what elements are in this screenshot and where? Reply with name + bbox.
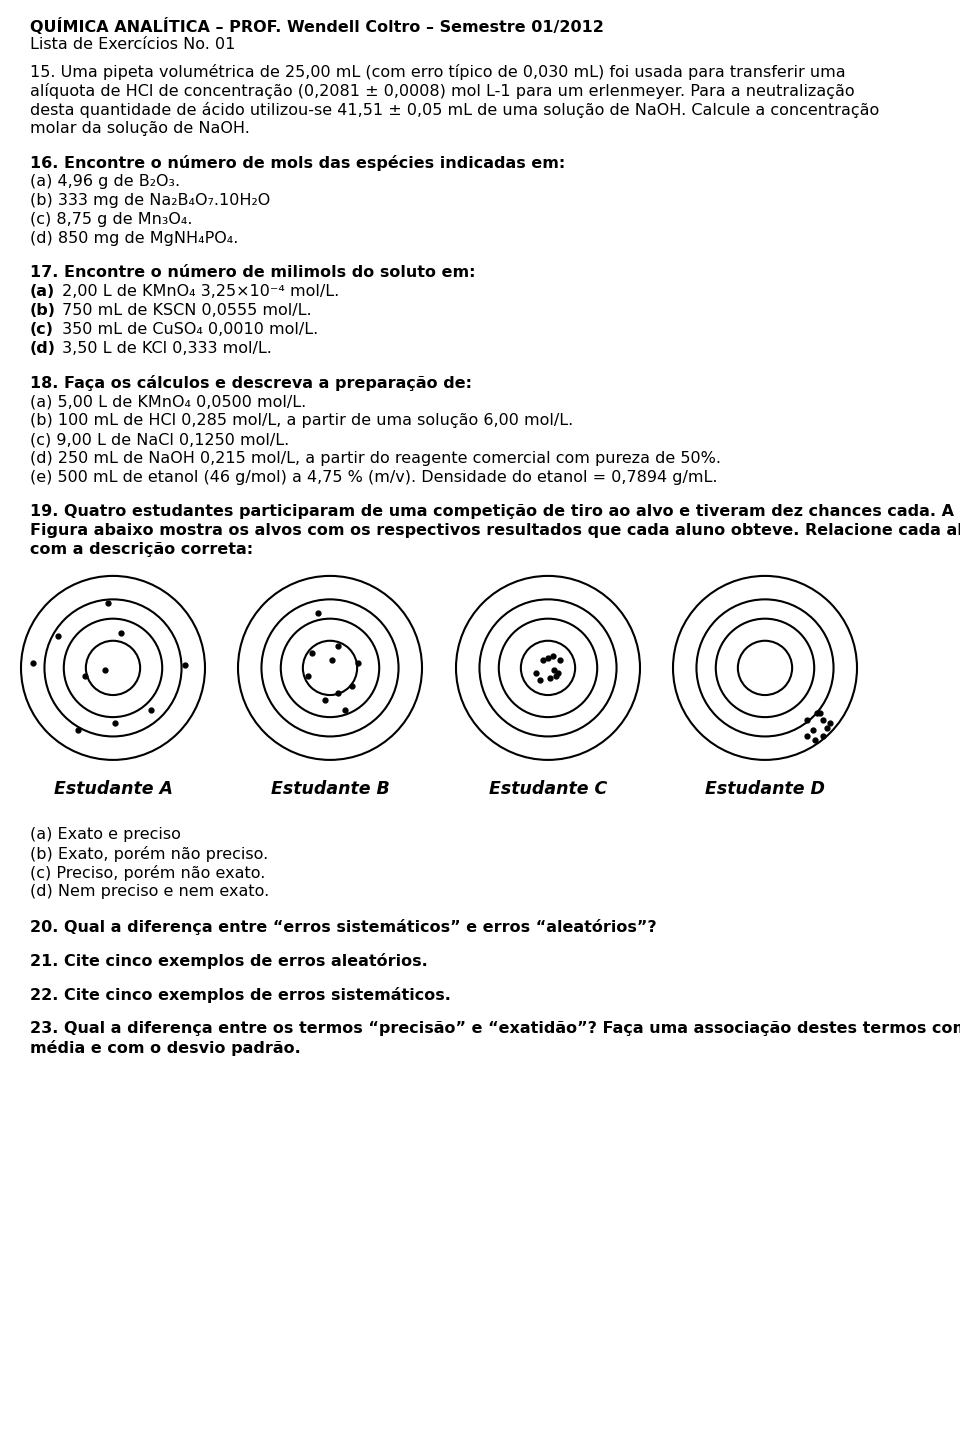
- Text: 21. Cite cinco exemplos de erros aleatórios.: 21. Cite cinco exemplos de erros aleatór…: [30, 953, 428, 969]
- Text: 22. Cite cinco exemplos de erros sistemáticos.: 22. Cite cinco exemplos de erros sistemá…: [30, 988, 451, 1004]
- Text: 17. Encontre o número de milimols do soluto em:: 17. Encontre o número de milimols do sol…: [30, 266, 475, 280]
- Text: 18. Faça os cálculos e descreva a preparação de:: 18. Faça os cálculos e descreva a prepar…: [30, 375, 472, 391]
- Text: com a descrição correta:: com a descrição correta:: [30, 543, 253, 557]
- Text: (a) 5,00 L de KMnO₄ 0,0500 mol/L.: (a) 5,00 L de KMnO₄ 0,0500 mol/L.: [30, 394, 306, 409]
- Text: 16. Encontre o número de mols das espécies indicadas em:: 16. Encontre o número de mols das espéci…: [30, 155, 565, 170]
- Text: (b) Exato, porém não preciso.: (b) Exato, porém não preciso.: [30, 846, 268, 862]
- Text: Figura abaixo mostra os alvos com os respectivos resultados que cada aluno obtev: Figura abaixo mostra os alvos com os res…: [30, 523, 960, 539]
- Text: (c) 8,75 g de Mn₃O₄.: (c) 8,75 g de Mn₃O₄.: [30, 212, 193, 227]
- Text: (c) 9,00 L de NaCl 0,1250 mol/L.: (c) 9,00 L de NaCl 0,1250 mol/L.: [30, 432, 289, 448]
- Text: (b) 333 mg de Na₂B₄O₇.10H₂O: (b) 333 mg de Na₂B₄O₇.10H₂O: [30, 193, 271, 208]
- Text: Estudante A: Estudante A: [54, 780, 173, 799]
- Text: 3,50 L de KCl 0,333 mol/L.: 3,50 L de KCl 0,333 mol/L.: [57, 341, 272, 357]
- Text: alíquota de HCl de concentração (0,2081 ± 0,0008) mol L-1 para um erlenmeyer. Pa: alíquota de HCl de concentração (0,2081 …: [30, 82, 854, 98]
- Text: (d) 850 mg de MgNH₄PO₄.: (d) 850 mg de MgNH₄PO₄.: [30, 231, 238, 245]
- Text: (c) Preciso, porém não exato.: (c) Preciso, porém não exato.: [30, 865, 265, 881]
- Text: 15. Uma pipeta volumétrica de 25,00 mL (com erro típico de 0,030 mL) foi usada p: 15. Uma pipeta volumétrica de 25,00 mL (…: [30, 64, 846, 79]
- Text: (a) 4,96 g de B₂O₃.: (a) 4,96 g de B₂O₃.: [30, 173, 180, 189]
- Text: (d) 250 mL de NaOH 0,215 mol/L, a partir do reagente comercial com pureza de 50%: (d) 250 mL de NaOH 0,215 mol/L, a partir…: [30, 451, 721, 466]
- Text: 20. Qual a diferença entre “erros sistemáticos” e erros “aleatórios”?: 20. Qual a diferença entre “erros sistem…: [30, 918, 657, 934]
- Text: molar da solução de NaOH.: molar da solução de NaOH.: [30, 121, 250, 136]
- Text: Lista de Exercícios No. 01: Lista de Exercícios No. 01: [30, 38, 235, 52]
- Text: 2,00 L de KMnO₄ 3,25×10⁻⁴ mol/L.: 2,00 L de KMnO₄ 3,25×10⁻⁴ mol/L.: [57, 284, 339, 299]
- Text: 350 mL de CuSO₄ 0,0010 mol/L.: 350 mL de CuSO₄ 0,0010 mol/L.: [57, 322, 319, 336]
- Text: média e com o desvio padrão.: média e com o desvio padrão.: [30, 1040, 300, 1056]
- Text: 750 mL de KSCN 0,0555 mol/L.: 750 mL de KSCN 0,0555 mol/L.: [57, 303, 312, 318]
- Text: Estudante D: Estudante D: [705, 780, 825, 799]
- Text: (a): (a): [30, 284, 56, 299]
- Text: 19. Quatro estudantes participaram de uma competição de tiro ao alvo e tiveram d: 19. Quatro estudantes participaram de um…: [30, 504, 954, 520]
- Text: (d) Nem preciso e nem exato.: (d) Nem preciso e nem exato.: [30, 884, 269, 900]
- Text: (e) 500 mL de etanol (46 g/mol) a 4,75 % (m/v). Densidade do etanol = 0,7894 g/m: (e) 500 mL de etanol (46 g/mol) a 4,75 %…: [30, 471, 717, 485]
- Text: Estudante C: Estudante C: [489, 780, 607, 799]
- Text: (b): (b): [30, 303, 56, 318]
- Text: (b) 100 mL de HCl 0,285 mol/L, a partir de uma solução 6,00 mol/L.: (b) 100 mL de HCl 0,285 mol/L, a partir …: [30, 413, 573, 429]
- Text: Estudante B: Estudante B: [271, 780, 390, 799]
- Text: (c): (c): [30, 322, 54, 336]
- Text: QUÍMICA ANALÍTICA – PROF. Wendell Coltro – Semestre 01/2012: QUÍMICA ANALÍTICA – PROF. Wendell Coltro…: [30, 17, 604, 35]
- Text: (a) Exato e preciso: (a) Exato e preciso: [30, 827, 180, 842]
- Text: desta quantidade de ácido utilizou-se 41,51 ± 0,05 mL de uma solução de NaOH. Ca: desta quantidade de ácido utilizou-se 41…: [30, 101, 879, 117]
- Text: 23. Qual a diferença entre os termos “precisão” e “exatidão”? Faça uma associaçã: 23. Qual a diferença entre os termos “pr…: [30, 1021, 960, 1037]
- Text: (d): (d): [30, 341, 56, 357]
